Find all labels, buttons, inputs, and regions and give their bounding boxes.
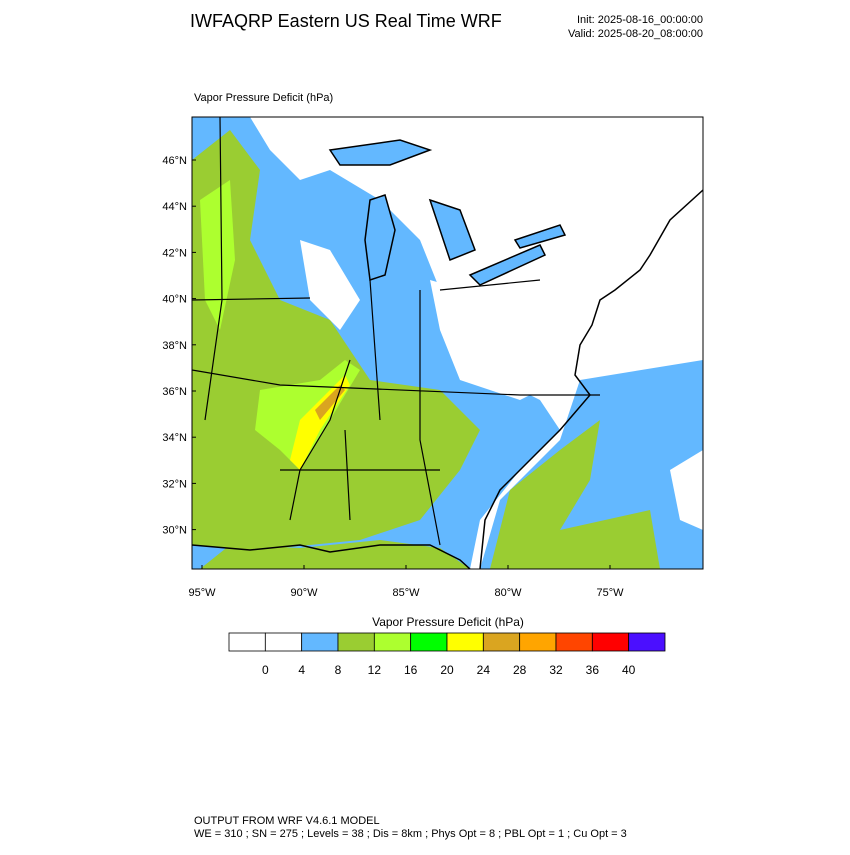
field-white xyxy=(300,240,360,330)
init-time: Init: 2025-08-16_00:00:00 xyxy=(577,14,703,26)
lat-label: 44°N xyxy=(162,201,187,213)
colorbar-box xyxy=(446,632,484,652)
colorbar-label: 0 xyxy=(262,663,269,677)
lat-label: 36°N xyxy=(162,386,187,398)
lake-erie xyxy=(468,244,547,286)
lat-label: 30°N xyxy=(162,525,187,537)
lat-label: 40°N xyxy=(162,294,187,306)
footer-line: OUTPUT FROM WRF V4.6.1 MODEL xyxy=(194,815,380,827)
field-green xyxy=(192,130,480,550)
state-borders xyxy=(192,117,600,546)
field-white xyxy=(430,280,560,400)
field-lightgreen xyxy=(200,180,235,330)
map-frame xyxy=(191,116,704,570)
colorbar-label: 12 xyxy=(368,663,382,677)
colorbar-label: 8 xyxy=(335,663,342,677)
colorbar-box xyxy=(555,632,593,652)
lat-label: 46°N xyxy=(162,155,187,167)
lat-label: 38°N xyxy=(162,340,187,352)
footer-line: WE = 310 ; SN = 275 ; Levels = 38 ; Dis … xyxy=(194,828,627,840)
lon-label: 85°W xyxy=(392,587,420,599)
colorbar-box xyxy=(337,632,375,652)
gulf-green xyxy=(200,540,470,569)
colorbar-label: 40 xyxy=(622,663,636,677)
lon-label: 90°W xyxy=(290,587,318,599)
lake-huron xyxy=(428,198,476,261)
colorbar-box xyxy=(482,632,521,652)
lat-label: 34°N xyxy=(162,432,187,444)
colorbar-box xyxy=(228,632,266,652)
lake-superior xyxy=(328,139,433,166)
colorbar-label: 32 xyxy=(549,663,563,677)
field-white xyxy=(490,160,703,310)
colorbar-title: Vapor Pressure Deficit (hPa) xyxy=(372,615,524,629)
gulf-coastline xyxy=(192,544,471,569)
field-gold xyxy=(315,385,345,420)
valid-time: Valid: 2025-08-20_08:00:00 xyxy=(568,28,703,40)
colorbar-label: 36 xyxy=(586,663,600,677)
coastline xyxy=(479,189,703,569)
lake-michigan xyxy=(364,194,396,282)
colorbar-box xyxy=(264,632,303,652)
colorbar-label: 20 xyxy=(440,663,454,677)
map-subtitle: Vapor Pressure Deficit (hPa) xyxy=(194,92,333,104)
colorbar-box xyxy=(591,632,630,652)
ocean-white xyxy=(670,450,703,530)
colorbar-label: 28 xyxy=(513,663,527,677)
colorbar-box xyxy=(410,632,448,652)
lon-label: 95°W xyxy=(188,587,216,599)
title: IWFAQRP Eastern US Real Time WRF xyxy=(190,11,502,31)
colorbar-label: 24 xyxy=(477,663,491,677)
colorbar-box xyxy=(301,632,339,652)
colorbar-box xyxy=(628,632,666,652)
lat-label: 42°N xyxy=(162,247,187,259)
lat-label: 32°N xyxy=(162,478,187,490)
colorbar-box xyxy=(519,632,557,652)
colorbar-label: 16 xyxy=(404,663,418,677)
lon-label: 80°W xyxy=(494,587,522,599)
lon-label: 75°W xyxy=(596,587,624,599)
lake-ontario xyxy=(513,224,567,249)
colorbar-box xyxy=(373,632,412,652)
ocean-green xyxy=(490,420,660,569)
colorbar-label: 4 xyxy=(298,663,305,677)
map xyxy=(191,116,704,570)
